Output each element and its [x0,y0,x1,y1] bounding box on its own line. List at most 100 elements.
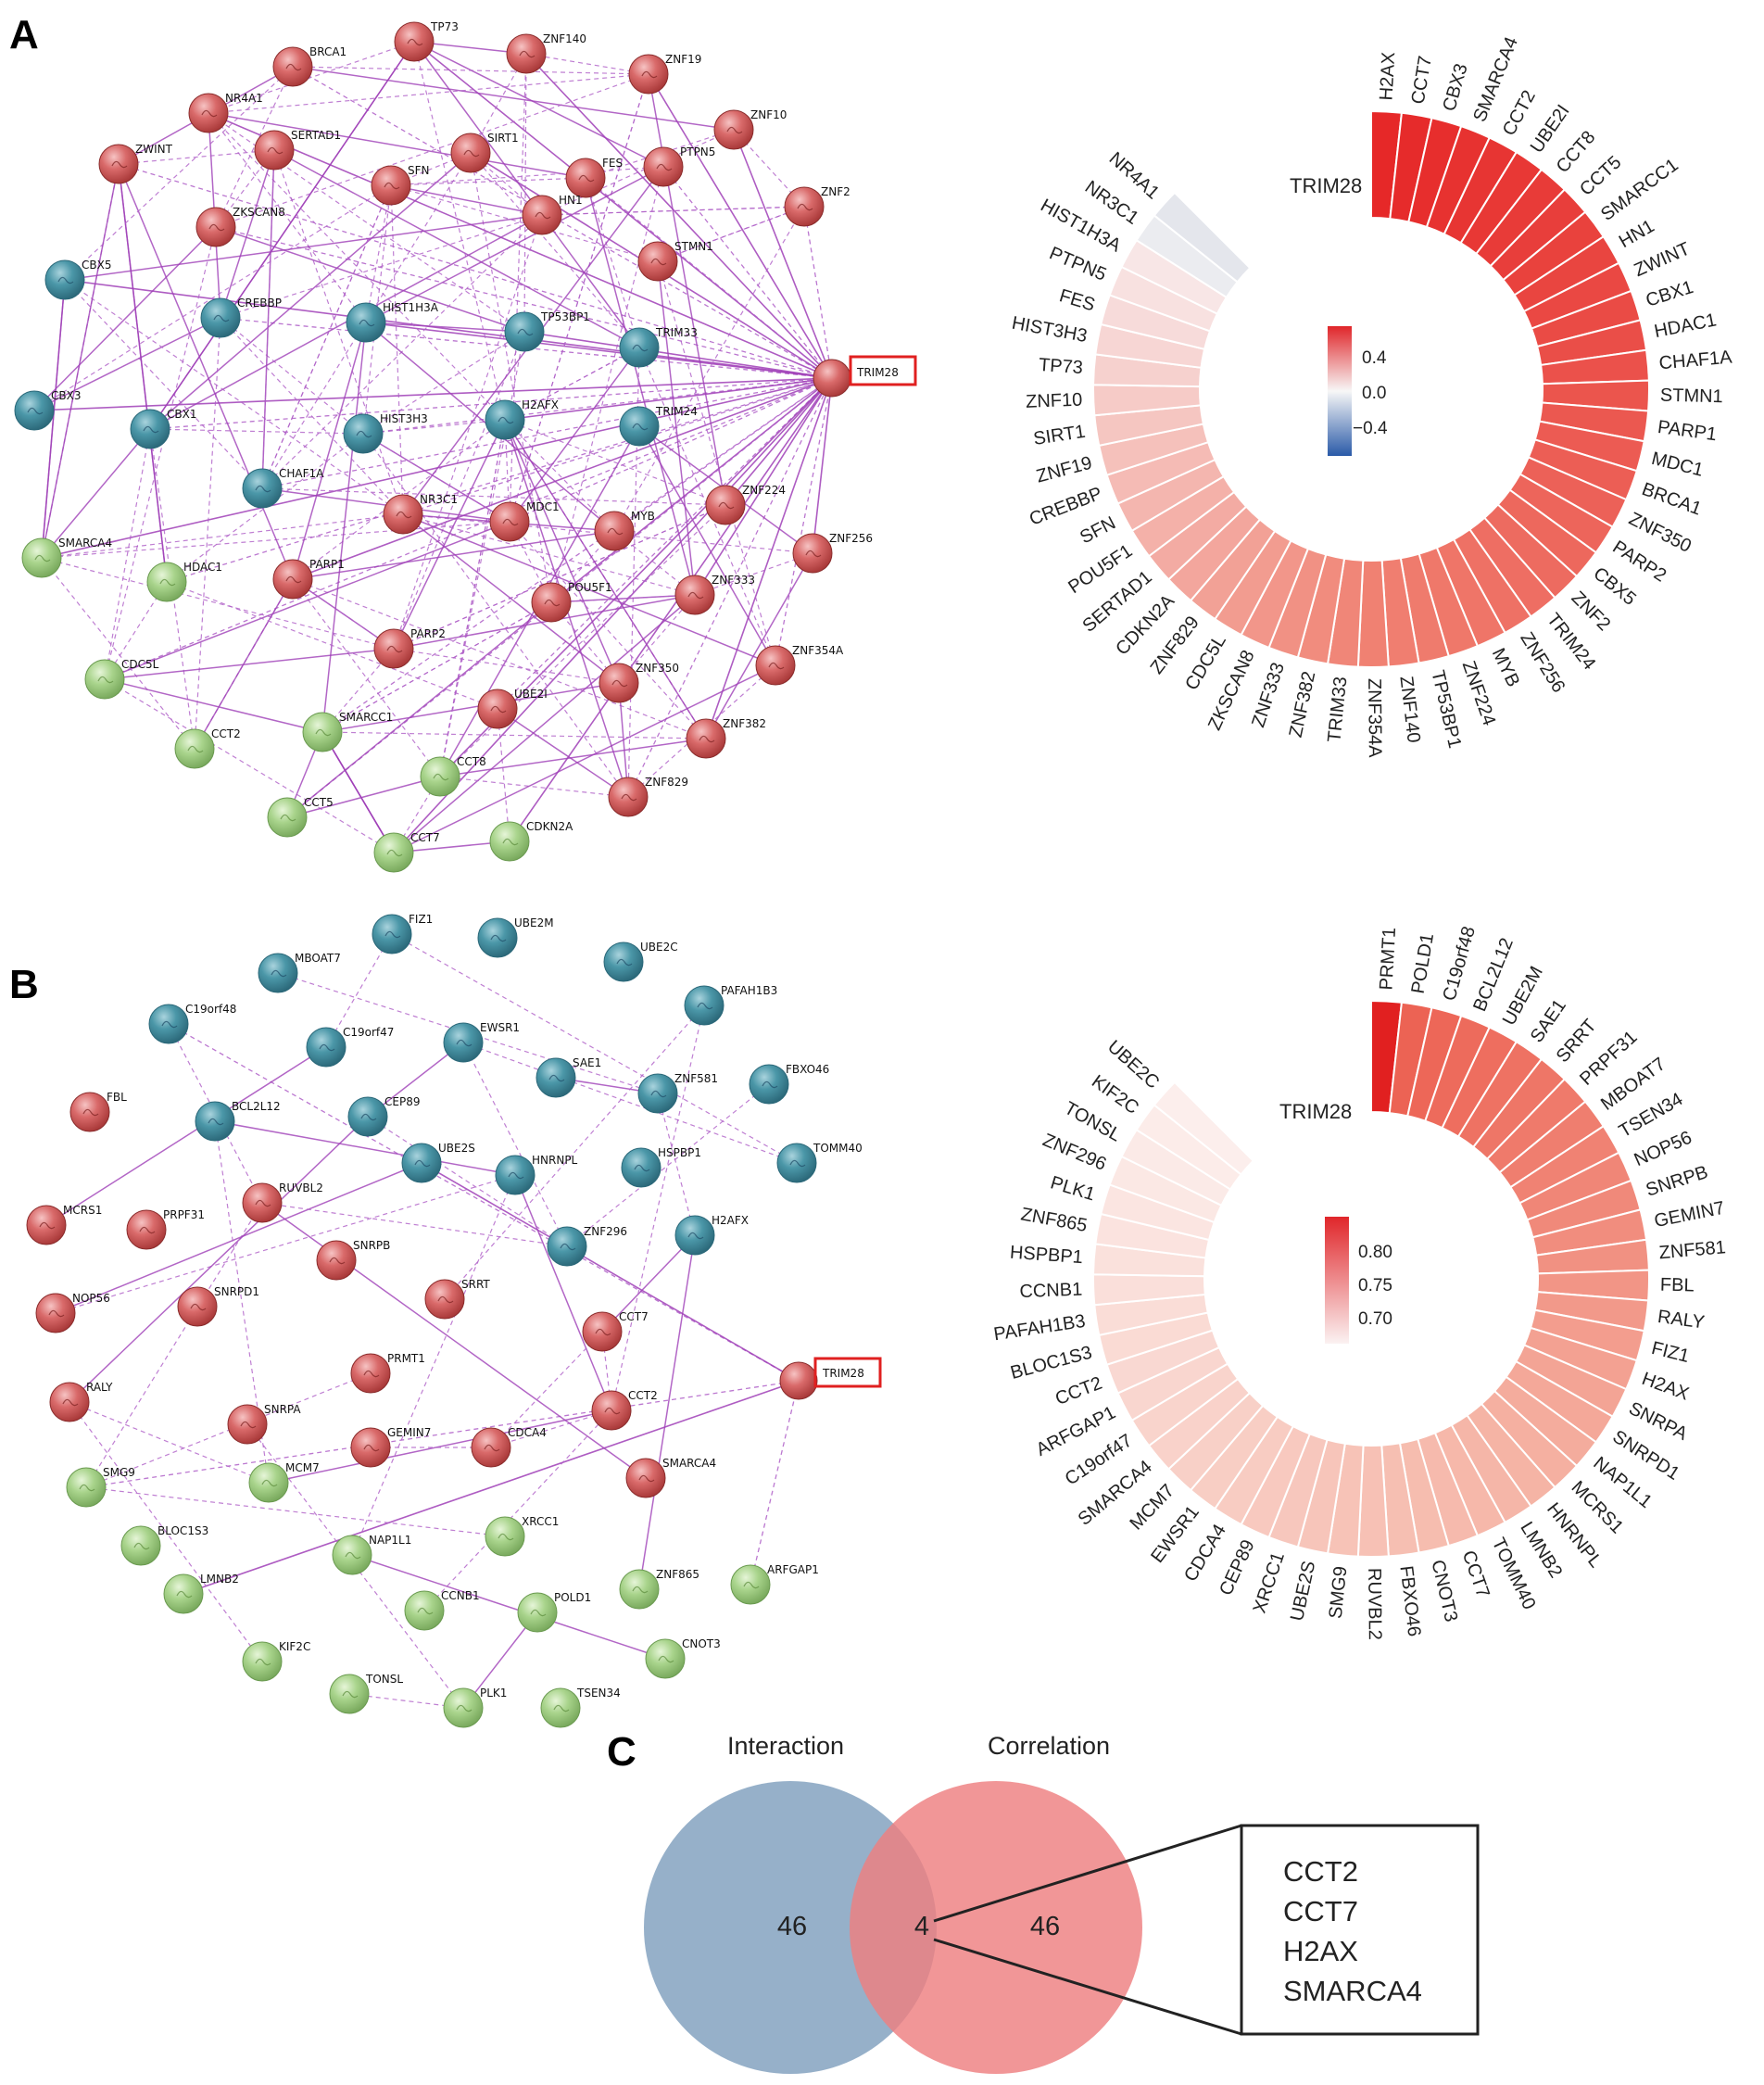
circ-b-label-znf865: ZNF865 [1019,1204,1089,1236]
net-a-edge-271 [613,206,805,532]
net-b-node-label-c19orf47: C19orf47 [343,1026,394,1039]
net-b-node-label-tonsl: TONSL [365,1673,403,1686]
hub-highlight-box-b [813,1357,882,1388]
net-a-edge-282 [504,419,726,506]
circular-b-hub-label: TRIM28 [1279,1100,1352,1123]
net-a-edge-hub-chaf1a [261,377,833,489]
net-b-edge-69 [69,1116,369,1403]
net-a-node-cbx3: CBX3 [14,389,81,431]
net-a-edge-8 [321,682,620,733]
net-b-node-fbxo46: FBXO46 [749,1063,829,1105]
circ-b-label-nop56: NOP56 [1632,1128,1695,1171]
net-a-edge-6 [149,428,364,435]
legend-b-tick-1: 0.75 [1358,1276,1392,1295]
net-a-edge-291 [286,776,441,818]
net-a-edge-169 [41,557,395,650]
net-a-node-cct8: CCT8 [420,755,486,797]
net-b-node-label-pold1: POLD1 [554,1591,591,1604]
net-a-node-sfn: SFN [371,164,430,206]
net-b-edge-61 [611,1005,705,1411]
net-a-edge-59 [33,226,217,411]
net-a-edge-58 [286,601,552,818]
net-b-node-cct7: CCT7 [582,1310,649,1352]
net-b-node-bcl2l12: BCL2L12 [195,1100,281,1142]
net-a-edge-hub-ube2i [497,377,833,710]
net-b-edge-hub-ube2s [421,1162,800,1382]
net-a-edge-249 [104,678,323,733]
net-b-edge-6 [490,1409,612,1448]
net-a-edge-hub-znf256 [812,377,833,554]
net-b-edge-30 [85,1202,263,1488]
net-b-edge-64 [325,933,393,1048]
net-a-node-label-znf140: ZNF140 [543,32,586,45]
net-b-node-label-kif2c: KIF2C [279,1640,310,1653]
net-a-edge-139 [261,487,726,506]
net-a-edge-124 [390,152,472,186]
hub-label-a: TRIM28 [856,366,899,379]
circ-a-label-tp73: TP73 [1038,355,1083,378]
net-a-node-h2afx: H2AFX [485,398,559,440]
circ-a-label-parp1: PARP1 [1657,417,1718,445]
net-a-edge-42 [390,166,664,186]
net-a-node-label-cct2: CCT2 [211,727,241,740]
net-a-edge-220 [504,419,615,532]
net-a-node-label-chaf1a: CHAF1A [279,467,324,480]
net-a-edge-93 [208,112,367,323]
net-a-node-label-cbx1: CBX1 [167,408,196,421]
net-a-node-hist3h3: HIST3H3 [343,412,428,454]
net-b-node-tsen34: TSEN34 [540,1687,621,1728]
net-b-node-label-cct7: CCT7 [619,1310,649,1323]
venn-gene-2: H2AX [1283,1935,1358,1967]
net-a-edge-260 [413,41,640,348]
venn-right-count: 46 [1030,1912,1060,1941]
net-a-edge-hub-cdkn2a [509,377,833,842]
net-a-node-parp2: PARP2 [373,627,446,669]
net-a-node-ube2i: UBE2I [477,688,548,729]
network-b-hub: TRIM28 [779,1357,882,1400]
net-b-node-label-znf865: ZNF865 [656,1568,699,1581]
net-a-edge-178 [208,112,506,421]
net-b-edge-15 [69,1401,263,1662]
net-a-edge-258 [208,73,649,114]
net-a-edge-246 [393,664,776,853]
circ-a-label-hdac1: HDAC1 [1653,310,1719,342]
net-b-node-pold1: POLD1 [517,1591,591,1633]
net-a-node-label-znf829: ZNF829 [645,776,688,789]
net-b-node-label-znf581: ZNF581 [674,1072,718,1085]
net-a-node-label-hn1: HN1 [559,194,583,207]
net-a-node-label-myb: MYB [631,510,655,523]
net-b-edge-17 [268,1409,612,1484]
circ-a-wedge-nr4a1 [1153,191,1252,284]
net-b-edge-28 [391,933,798,1164]
net-b-node-plk1: PLK1 [443,1687,507,1728]
net-b-edge-68 [423,1409,612,1611]
net-b-node-label-cdca4: CDCA4 [508,1426,547,1439]
net-a-node-label-tp73: TP73 [430,20,459,33]
net-b-node-pafah1b3: PAFAH1B3 [684,984,777,1026]
net-b-node-hspbp1: HSPBP1 [621,1146,701,1188]
net-a-edge-72 [273,149,640,348]
net-b-node-label-raly: RALY [86,1381,113,1394]
circ-b-label-gemin7: GEMIN7 [1653,1198,1727,1232]
circ-a-label-tp53bp1: TP53BP1 [1427,668,1465,750]
network-a: BRCA1 TP73 ZNF140 ZNF19 ZNF10 NR4A1 SERTAD1 SIR… [14,20,917,873]
net-b-node-label-hnrnpl: HNRNPL [532,1154,578,1167]
net-a-node-label-znf354a: ZNF354A [792,644,844,657]
net-a-edge-73 [657,260,696,596]
net-b-edge-63 [69,1401,270,1484]
net-b-edge-55 [367,1116,568,1247]
net-b-node-c19orf48: C19orf48 [148,1003,236,1044]
net-a-edge-hub-cdc5l [104,377,833,680]
net-b-node-label-ube2s: UBE2S [438,1142,475,1155]
net-a-edge-241 [504,419,707,739]
net-b-node-label-plk1: PLK1 [480,1687,507,1700]
net-a-edge-hub-pou5f1 [550,377,833,603]
legend-b-tick-0: 0.80 [1358,1243,1392,1262]
venn-gene-0: CCT2 [1283,1855,1358,1888]
net-b-node-label-tsen34: TSEN34 [576,1687,621,1700]
circ-a-label-sfn: SFN [1077,512,1119,548]
circ-b-label-xrcc1: XRCC1 [1250,1549,1289,1615]
net-a-node-label-cdc5l: CDC5L [121,658,159,671]
panel-label-c: C [607,1729,636,1775]
